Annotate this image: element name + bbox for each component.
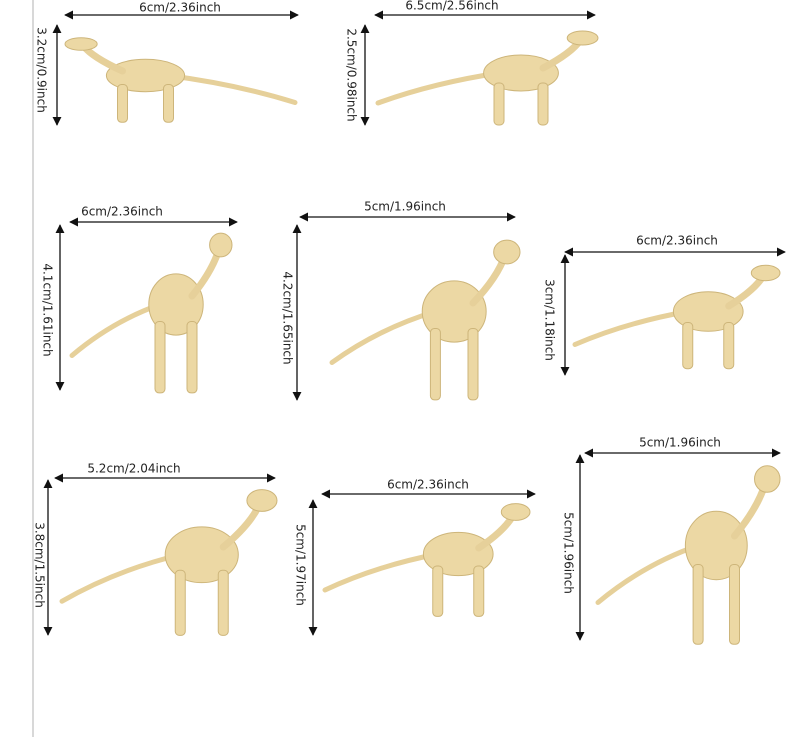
height-label: 5cm/1.97inch [294, 524, 308, 606]
dinosaur-leg [692, 564, 704, 645]
dinosaur-head [64, 37, 98, 51]
dinosaur-leg [729, 564, 740, 645]
height-label: 3.2cm/0.9inch [35, 27, 49, 113]
dinosaur-head [750, 264, 781, 282]
width-label: 6cm/2.36inch [636, 234, 718, 248]
dinosaur-leg [467, 328, 479, 401]
height-label: 3cm/1.18inch [543, 279, 557, 361]
dinosaur-body [148, 273, 204, 336]
height-label: 3.8cm/1.5inch [33, 522, 47, 608]
width-label: 6cm/2.36inch [139, 1, 221, 15]
width-label: 5cm/1.96inch [364, 200, 446, 214]
dinosaur-body [164, 526, 239, 584]
dinosaur-head [209, 232, 233, 258]
dinosaur-leg [154, 321, 166, 394]
dinosaur-body [672, 291, 744, 332]
height-label: 4.2cm/1.65inch [281, 271, 295, 364]
width-label: 6.5cm/2.56inch [405, 0, 498, 13]
width-label: 6cm/2.36inch [81, 205, 163, 219]
height-label: 2.5cm/0.98inch [345, 28, 359, 121]
dinosaur-body [105, 58, 186, 93]
width-label: 5cm/1.96inch [639, 436, 721, 450]
dinosaur-head [500, 503, 531, 521]
dinosaur-leg [682, 322, 694, 370]
dinosaur-leg [537, 82, 549, 126]
dinosaur-head [566, 30, 599, 46]
dinosaur-head [493, 239, 521, 265]
width-label: 6cm/2.36inch [387, 478, 469, 492]
dinosaur-head [754, 465, 781, 493]
dinosaur-leg [432, 565, 444, 617]
dinosaur-leg [429, 328, 441, 401]
dinosaur-head [246, 489, 278, 512]
dinosaur-leg [217, 569, 229, 636]
dinosaur-leg [493, 82, 505, 126]
dinosaur-body [483, 54, 559, 92]
dinosaur-body [422, 531, 494, 577]
dinosaur-leg [174, 569, 186, 636]
dinosaur-leg [163, 84, 174, 123]
width-label: 5.2cm/2.04inch [87, 462, 180, 476]
height-label: 4.1cm/1.61inch [41, 263, 55, 356]
dinosaur-body [421, 280, 487, 343]
height-label: 5cm/1.96inch [562, 512, 576, 594]
dinosaur-body [684, 510, 748, 581]
dinosaur-leg [473, 565, 485, 617]
dinosaur-leg [723, 322, 735, 370]
dinosaur-leg [186, 321, 198, 394]
dinosaur-leg [117, 84, 128, 123]
